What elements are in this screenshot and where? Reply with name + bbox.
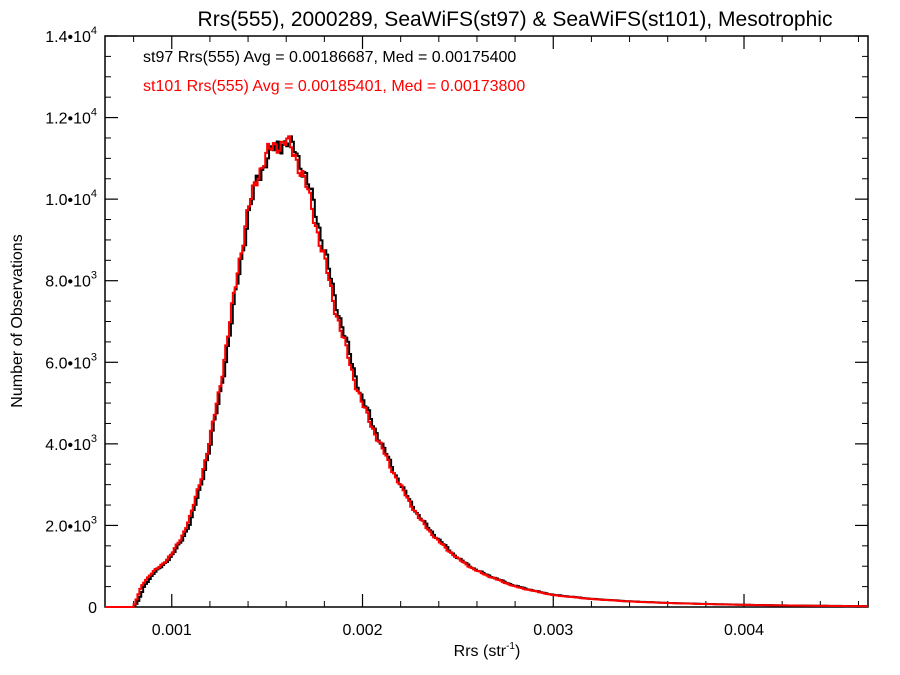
y-tick-exponent: 3 bbox=[91, 514, 97, 526]
x-axis-label-main: Rrs (str bbox=[454, 643, 507, 660]
y-tick-exponent: 3 bbox=[91, 351, 97, 363]
x-tick-label: 0.002 bbox=[342, 622, 382, 639]
x-tick-label: 0.001 bbox=[152, 622, 192, 639]
y-tick-label: 8.0•103 bbox=[45, 270, 97, 291]
y-tick-exponent: 4 bbox=[91, 25, 97, 37]
y-tick-label: 1.4•104 bbox=[45, 25, 97, 46]
y-tick-exponent: 4 bbox=[91, 188, 97, 200]
y-tick-exponent: 3 bbox=[91, 270, 97, 282]
y-tick-label: 1.2•104 bbox=[45, 107, 97, 128]
y-tick-exponent: 4 bbox=[91, 107, 97, 119]
y-tick-label: 6.0•103 bbox=[45, 351, 97, 372]
x-axis-label: Rrs (str-1) bbox=[454, 641, 521, 660]
x-tick-label: 0.003 bbox=[533, 622, 573, 639]
y-tick-label: 1.0•104 bbox=[45, 188, 97, 209]
plot-frame bbox=[104, 35, 869, 608]
y-tick-exponent: 3 bbox=[91, 433, 97, 445]
y-axis-label: Number of Observations bbox=[9, 234, 26, 407]
series-st101-line bbox=[105, 135, 868, 608]
y-tick-label: 4.0•103 bbox=[45, 433, 97, 454]
x-axis-label-end: ) bbox=[515, 643, 520, 660]
x-tick-label: 0.004 bbox=[724, 622, 764, 639]
x-axis-label-sup: -1 bbox=[506, 641, 515, 652]
y-tick-label: 0 bbox=[88, 600, 97, 617]
annotation-st97: st97 Rrs(555) Avg = 0.00186687, Med = 0.… bbox=[143, 49, 516, 66]
series-st97-line bbox=[105, 135, 868, 608]
annotation-st101: st101 Rrs(555) Avg = 0.00185401, Med = 0… bbox=[143, 78, 525, 95]
y-tick-label: 2.0•103 bbox=[45, 514, 97, 535]
chart-title: Rrs(555), 2000289, SeaWiFS(st97) & SeaWi… bbox=[198, 8, 833, 31]
